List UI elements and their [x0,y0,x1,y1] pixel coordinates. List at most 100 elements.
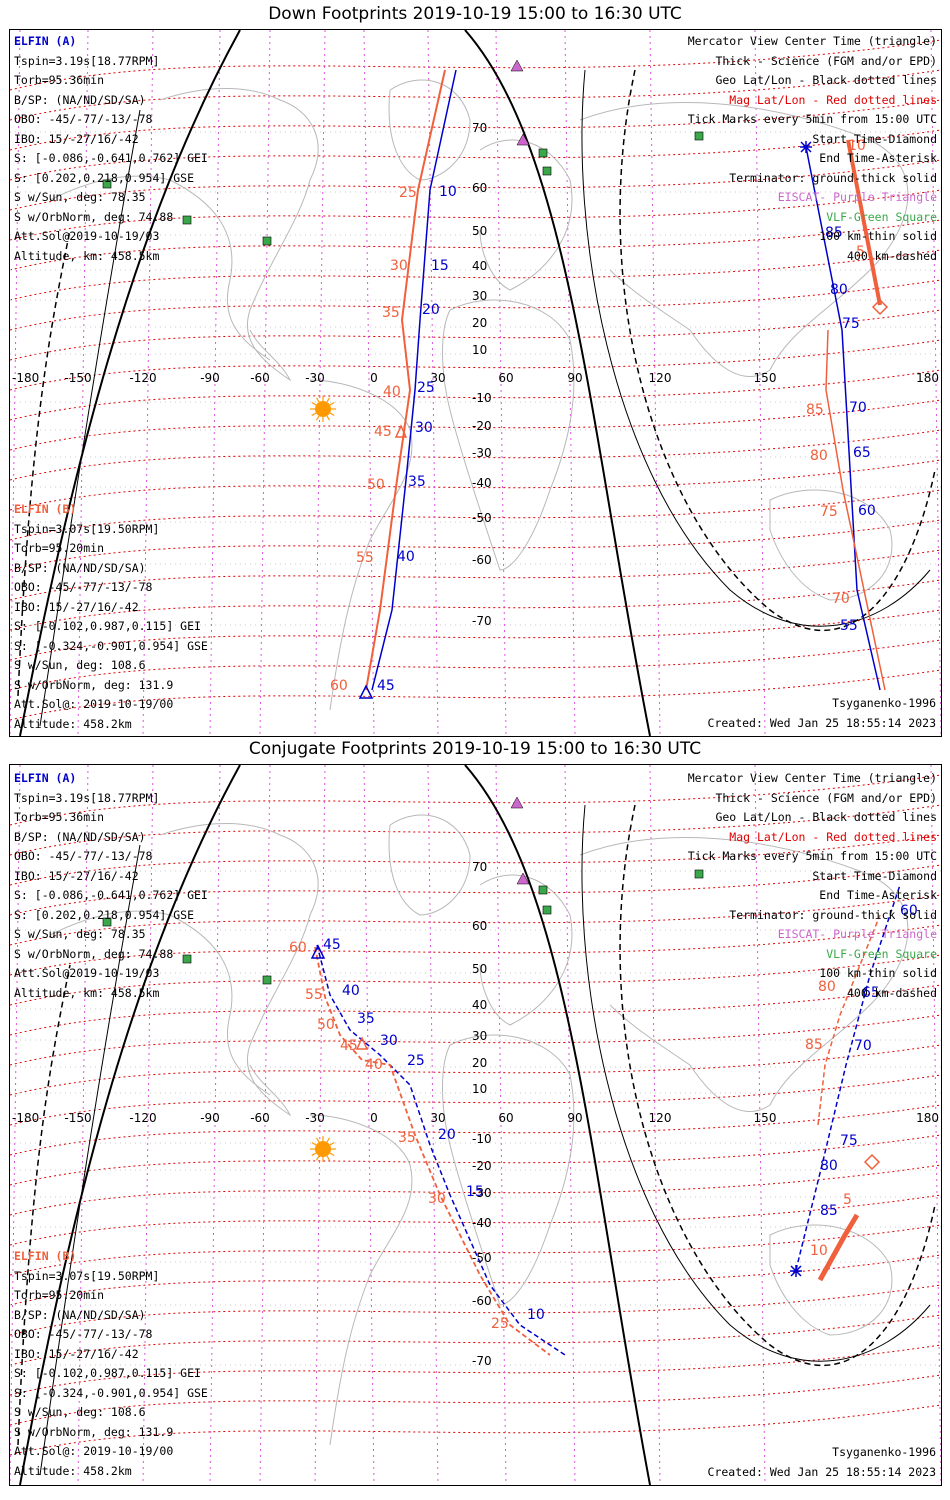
lat-label: 70 [472,860,487,874]
elfin-b-line: S w/OrbNorm, deg: 131.9 [14,1424,174,1439]
lon-label: -150 [64,1111,91,1125]
mag-lat-line [10,639,941,691]
elfin-a-line: S: [-0.086,-0.641,0.762] GEI [14,151,208,165]
model-name: Tsyganenko-1996 [832,696,936,710]
elfin-b-line: Tspin=3.07s[19.50RPM] [14,1268,160,1283]
sun-ray [315,415,320,421]
geo-meridian [564,765,576,1485]
lat-label: -70 [472,614,492,628]
mag-lat-line [10,369,941,421]
mag-lat-line [10,1344,941,1396]
elfin-b-tick-label: 45 [340,1038,358,1054]
elfin-a-line: Altitude, km: 458.5km [14,248,160,263]
lon-label: -60 [250,1111,270,1125]
elfin-a-end-asterisk [790,1265,802,1277]
vlf-square [542,166,552,176]
elfin-b-tick-label: 75 [820,504,838,520]
legend-mag-grid: Mag Lat/Lon - Red dotted lines [729,92,937,107]
vlf-square [102,179,112,189]
sun-icon [315,1141,331,1157]
elfin-b-track-east [825,329,886,691]
legend-100km: 100 km-thin solid [819,966,937,980]
lon-label: 90 [567,371,582,385]
coastline [579,102,909,377]
elfin-b-start-diamond [863,1153,881,1171]
altitude-100km-west [39,844,141,1476]
elfin-a-line: Att.Sol@2019-10-19/03 [14,966,160,980]
elfin-a-line: Att.Sol@2019-10-19/03 [14,229,160,243]
elfin-b-tick-label: 80 [818,979,836,995]
elfin-a-line: S: [-0.086,-0.641,0.762] GEI [14,888,208,902]
elfin-a-tick-label: 20 [438,1127,456,1143]
lon-label: 180 [916,371,939,385]
lat-label: 50 [472,224,487,238]
mag-lat-line [10,1314,941,1366]
elfin-a-tick-label: 20 [422,302,440,318]
lat-label: 20 [472,316,487,330]
mag-lat-line [10,1284,941,1336]
lon-label: -120 [129,1111,156,1125]
elfin-a-title: ELFIN (A) [14,771,77,785]
geo-meridian [209,30,221,736]
lat-label: -70 [472,1354,492,1368]
sun-ray [311,1141,317,1146]
elfin-a-tick-label: 10 [439,184,457,200]
elfin-b-tick-label: 55 [305,987,323,1003]
geo-meridian [649,30,661,736]
vlf-square [182,215,192,225]
vlf-square [102,917,112,927]
legend-science: Thick - Science (FGM and/or EPD) [715,53,937,68]
sun-ray [311,412,317,417]
elfin-b-info: ELFIN (B) Tspin=3.07s[19.50RPM] Torb=95.… [14,500,208,734]
elfin-a-tick-label: 70 [849,400,867,416]
elfin-a-tick-label: 40 [397,549,415,565]
lat-label: -20 [472,1159,492,1173]
elfin-b-tick-label: 25 [491,1316,509,1332]
mag-lat-line [10,399,941,451]
sun-icon [315,401,331,417]
legend-eiscat: EISCAT- Purple Triangle [777,190,937,204]
lon-label: -90 [200,1111,220,1125]
elfin-a-tick-label: 70 [854,1038,872,1054]
elfin-b-line: Altitude: 458.2km [14,716,132,731]
elfin-b-tick-label: 30 [390,258,408,274]
elfin-a-track [371,69,457,691]
mag-lat-line [10,1074,941,1126]
elfin-b-info: ELFIN (B) Tspin=3.07s[19.50RPM] Torb=95.… [14,1247,208,1481]
mag-lat-line [10,669,941,721]
geo-meridian [564,30,576,736]
legend-center-time: Mercator View Center Time (triangle) [687,34,937,48]
sun-ray [326,1155,331,1161]
sun-ray [329,412,335,417]
legend-vlf: VLF-Green Square [826,946,937,961]
lon-label: 60 [498,371,513,385]
coastline [49,910,271,1096]
mag-lat-line [10,429,941,481]
elfin-a-line: S: [0.202,0.218,0.954] GSE [14,170,195,185]
elfin-b-tick-label: 50 [367,477,385,493]
mag-lat-line [10,1194,941,1246]
geo-meridian [314,765,326,1485]
map-panel-down: -180 -150 -120 -90 -60 -30 0 30 60 90 120 150 180 70 6… [9,29,942,737]
lon-label: -120 [129,371,156,385]
vlf-square [262,236,272,246]
mag-lat-line [10,864,941,916]
elfin-a-line: Tspin=3.19s[18.77RPM] [14,53,160,68]
elfin-b-line: IBO: 15/-27/16/-42 [14,599,139,614]
elfin-b-tick-label: 45 [374,424,392,440]
elfin-b-line: S: [-0.102,0.987,0.115] GEI [14,619,201,633]
coastline [479,139,573,291]
elfin-a-tick-label: 45 [377,678,395,694]
geo-meridian [754,30,766,736]
elfin-b-science-east [817,1213,860,1282]
sun-ray [315,397,320,403]
lon-label: 0 [370,1111,378,1125]
elfin-a-info: ELFIN (A) Tspin=3.19s[18.77RPM] Torb=95.… [14,32,208,266]
elfin-a-line: B/SP: (NA/ND/SD/SA) [14,829,146,844]
elfin-b-center-triangle [355,1036,369,1050]
lat-label: 60 [472,181,487,195]
legend-400km: 400 km-dashed [846,985,937,1000]
sun-ray [326,415,331,421]
elfin-b-title: ELFIN (B) [14,1249,77,1263]
legend-mag-grid: Mag Lat/Lon - Red dotted lines [729,829,937,844]
